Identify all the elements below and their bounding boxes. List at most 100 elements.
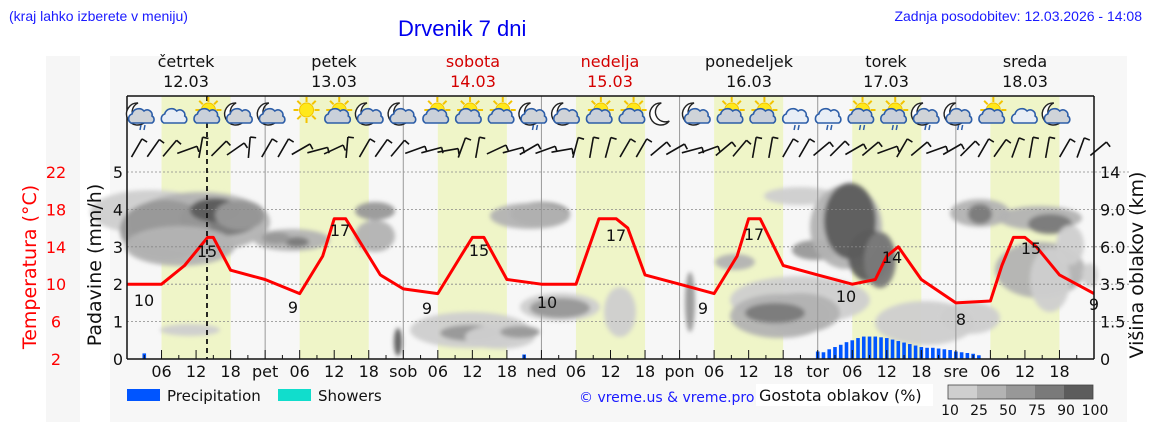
precip-bar <box>821 352 826 359</box>
precip-bar <box>833 347 837 359</box>
location-hint-link[interactable]: (kraj lahko izberete v meniju) <box>9 8 188 24</box>
cloud-height-tick: 6.0 <box>1100 238 1125 257</box>
x-tick-label: 12 <box>1015 362 1035 381</box>
cloud-density-swatch <box>1035 385 1064 399</box>
cloud-icon <box>618 107 646 124</box>
weather-icon-moon-cloud <box>681 102 711 126</box>
cloud-density-areas <box>90 183 1098 356</box>
precip-bar <box>890 339 895 359</box>
day-name: sreda <box>1002 52 1048 71</box>
day-name: sobota <box>445 52 501 71</box>
rain-icon <box>139 124 142 131</box>
precip-axis-title: Padavine (mm/h) <box>84 184 106 347</box>
cloud-density-tick: 25 <box>970 403 988 419</box>
x-tick-label: 12 <box>324 362 344 381</box>
x-tick-label: 06 <box>428 362 448 381</box>
cloud-icon <box>1043 107 1071 124</box>
wind-barb-icon <box>635 138 653 158</box>
cloud-area <box>355 220 395 252</box>
legend: Precipitation Showers © vreme.us & vreme.p… <box>127 384 1108 419</box>
weather-icon-sun-cloud-rain <box>880 97 909 131</box>
wind-barb-icon <box>1028 136 1040 159</box>
day-date: 17.03 <box>863 72 909 91</box>
wind-barb-icon <box>877 145 900 155</box>
rain-icon <box>793 124 796 131</box>
weather-icon-moon-cloud <box>354 102 384 126</box>
precip-bar <box>942 349 947 359</box>
cloud-icon <box>356 107 384 124</box>
cloud-area <box>500 326 540 338</box>
day-label-0: četrtek 12.03 <box>126 52 246 92</box>
rain-icon <box>956 124 960 131</box>
cloud-height-tick: 9.0 <box>1100 200 1125 219</box>
cloud-area <box>968 204 992 224</box>
wind-barb-icon <box>910 141 932 157</box>
weather-icon-moon-cloud-rain <box>518 102 548 131</box>
precip-tick: 1 <box>113 313 123 332</box>
cloud-icon <box>389 107 417 124</box>
cloud-icon <box>225 107 253 124</box>
last-update: Zadnja posodobitev: 12.03.2026 - 14:08 <box>894 8 1142 24</box>
cloud-area <box>685 272 695 332</box>
wind-barb-icon <box>457 137 472 158</box>
wind-barb-icon <box>374 138 393 158</box>
cloud-icon <box>683 107 711 124</box>
x-tick-label: 06 <box>151 362 171 381</box>
cloud-icon <box>912 107 940 124</box>
wind-barb-icon <box>829 140 850 157</box>
wind-barb-icon <box>845 143 868 156</box>
precip-bar <box>827 349 832 359</box>
x-tick-label: 18 <box>497 362 517 381</box>
daylight-band <box>299 96 369 359</box>
wind-barb-icon <box>650 141 672 157</box>
cloud-area <box>1030 248 1070 312</box>
wind-barb-icon <box>1011 137 1025 158</box>
cloud-area <box>745 303 805 323</box>
temperature-axis-title: Temperatura (°C) <box>19 185 41 350</box>
wind-barb-icon <box>437 147 460 155</box>
precip-bar <box>867 336 872 359</box>
precip-bar <box>959 352 964 359</box>
wind-barb-icon <box>698 145 721 155</box>
wind-barb-icon <box>323 144 347 155</box>
precip-bar <box>856 338 860 359</box>
cloud-density-swatch <box>1006 385 1035 399</box>
weather-icon-sun-cloud <box>422 97 451 124</box>
precip-bar <box>884 338 889 359</box>
x-tick-label: 12 <box>600 362 620 381</box>
credit-link[interactable]: © vreme.us & vreme.pro <box>579 390 754 406</box>
precip-bar <box>936 348 941 359</box>
cloud-height-tick: 3.5 <box>1100 275 1125 294</box>
temperature-value-label: 10 <box>836 287 856 306</box>
weather-icon-moon-cloud-rain <box>910 102 940 131</box>
sun-icon <box>293 97 320 123</box>
day-name: ponedeljek <box>705 52 793 71</box>
wind-barb-icon <box>604 136 617 158</box>
rain-icon <box>531 124 535 131</box>
day-label-6: sreda 18.03 <box>965 52 1085 92</box>
x-tick-label: 12 <box>877 362 897 381</box>
x-tick-label: 12 <box>186 362 206 381</box>
cloud-icon <box>716 107 744 124</box>
wind-barb-icon <box>519 143 542 156</box>
weather-icon-sun-cloud <box>978 97 1007 124</box>
cloud-icon <box>454 107 482 124</box>
cloud-icon <box>880 107 908 124</box>
wind-barb-icon <box>861 141 883 157</box>
cloud-height-tick: 14 <box>1100 163 1120 182</box>
cloud-density-tick: 75 <box>1028 403 1046 419</box>
wind-barb-icon <box>551 147 574 155</box>
temperature-tick: 14 <box>46 238 66 257</box>
cloud-icon <box>552 107 581 124</box>
cloud-area <box>394 328 402 356</box>
x-tick-label: tor <box>806 362 829 381</box>
wind-barb-icon <box>1076 137 1091 158</box>
temperature-value-label: 17 <box>744 225 764 244</box>
weather-icon-moon-cloud <box>1041 102 1071 126</box>
wind-barb-icon <box>390 139 410 157</box>
weather-icon-moon-cloud <box>223 102 253 126</box>
cloud-icon <box>945 107 973 124</box>
weather-icon-moon-cloud <box>387 102 417 126</box>
showers-legend-label: Showers <box>318 387 382 405</box>
